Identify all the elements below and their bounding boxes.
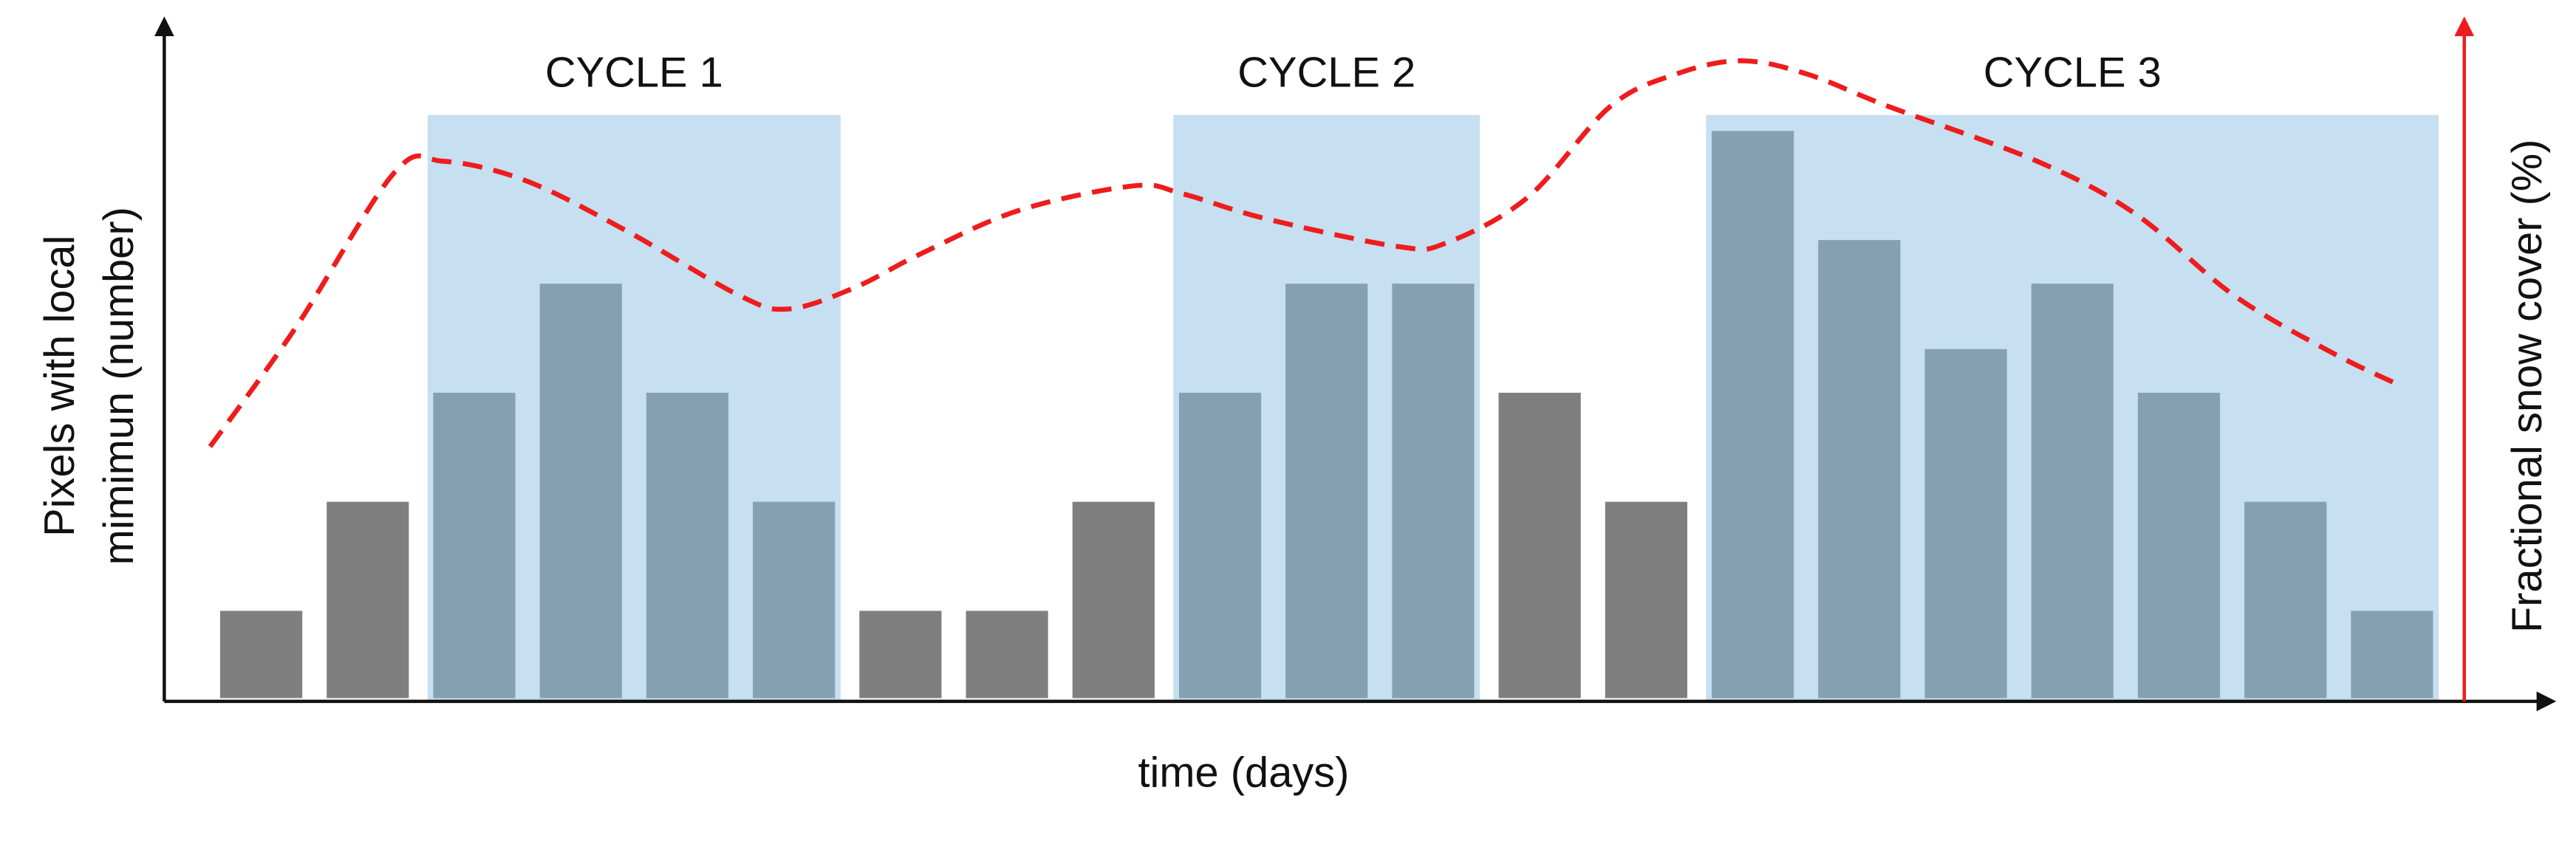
bar [2137, 392, 2221, 698]
bar [539, 284, 622, 698]
bar [1285, 284, 1368, 698]
bar [2244, 501, 2327, 698]
bar [753, 501, 836, 698]
bar [1605, 501, 1688, 698]
bar [219, 611, 303, 698]
bar [646, 392, 729, 698]
y-axis-label: mimimun (number) [95, 207, 143, 565]
bar [1392, 284, 1475, 698]
bar [859, 611, 942, 698]
bar [2031, 284, 2114, 698]
bar [1498, 392, 1581, 698]
bar [433, 392, 516, 698]
bar [1178, 392, 1262, 698]
y2-axis-label: Fractional snow cover (%) [2504, 139, 2551, 633]
cycle-label: CYCLE 2 [1237, 49, 1415, 97]
snow-cover-line [208, 58, 2403, 448]
bars [219, 131, 2433, 698]
bar [966, 611, 1048, 698]
x-axis-label: time (days) [1138, 749, 1349, 796]
bar [1072, 501, 1155, 698]
y-axis-label: Pixels with local [36, 236, 83, 537]
bar [1818, 240, 1901, 698]
bar [1712, 131, 1794, 698]
cycle-label: CYCLE 3 [1984, 49, 2162, 97]
cycle-label: CYCLE 1 [545, 49, 723, 97]
bar [1924, 349, 2007, 698]
bar [2351, 611, 2433, 698]
bar [327, 501, 409, 698]
